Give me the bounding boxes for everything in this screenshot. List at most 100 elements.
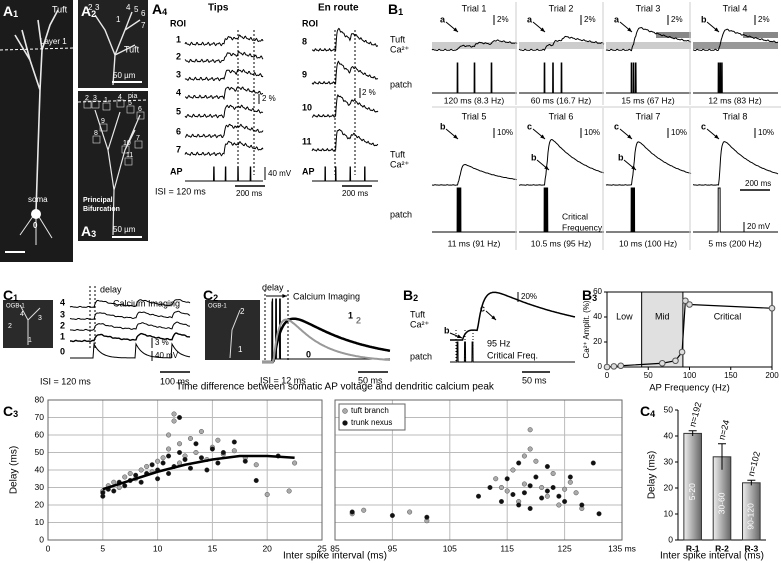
panel-label: C3 — [3, 403, 18, 420]
panel-subscript: 3 — [592, 293, 597, 303]
label: 3 — [93, 95, 97, 102]
data-point — [504, 476, 510, 482]
y-tick-label: 10 — [664, 508, 674, 518]
label: b — [440, 121, 446, 131]
baseline-band — [519, 42, 604, 49]
panel-letter: C — [3, 403, 13, 419]
y-tick-label: 80 — [35, 394, 45, 404]
baseline-band — [693, 42, 778, 49]
data-point — [556, 493, 562, 499]
label: delay — [100, 284, 122, 294]
trace — [450, 341, 575, 363]
x-tick-label: 10 — [153, 543, 163, 553]
label: 20% — [521, 292, 537, 301]
label: 6 — [141, 9, 146, 18]
trace — [70, 332, 191, 343]
panel-letter: A — [81, 3, 91, 19]
label: 2% — [584, 15, 596, 24]
data-point — [116, 485, 122, 491]
label: Trial 5 — [462, 111, 487, 121]
panel-label: C2 — [203, 287, 218, 304]
roi-box — [91, 100, 100, 109]
label: 5 ms (200 Hz) — [708, 238, 762, 248]
trace — [605, 141, 692, 186]
label: ROI — [170, 18, 186, 28]
panel-subscript: 3 — [13, 409, 18, 419]
arrow-head — [544, 165, 549, 170]
data-point — [498, 485, 504, 491]
label: Trial 7 — [636, 111, 661, 121]
trace — [432, 187, 517, 233]
label: Calcium Imaging — [113, 298, 180, 308]
data-point — [149, 462, 155, 468]
region-label: Low — [616, 311, 633, 321]
data-point — [527, 506, 533, 512]
label: 5 — [128, 100, 132, 107]
trace — [262, 318, 391, 363]
error-bar — [747, 479, 756, 486]
y-tick-label: 10 — [35, 517, 45, 527]
trace — [312, 166, 378, 182]
label: soma — [28, 195, 48, 204]
data-point — [242, 458, 248, 464]
label: 2 — [176, 51, 181, 61]
data-point — [596, 511, 602, 517]
data-point — [510, 467, 516, 473]
trace — [69, 321, 190, 331]
n-label: n=192 — [687, 401, 703, 428]
label: b — [701, 14, 707, 24]
label: 50 ms — [522, 375, 547, 385]
x-tick-label: 50 — [644, 371, 653, 380]
x-tick-label: 135 ms — [608, 543, 636, 553]
label: 50 µm — [113, 71, 136, 80]
data-point — [198, 429, 204, 435]
data-point — [672, 357, 679, 365]
data-point — [550, 485, 556, 491]
trace — [184, 50, 264, 64]
data-point — [160, 460, 166, 466]
data-point — [361, 507, 367, 513]
label: 60 ms (16.7 Hz) — [531, 95, 592, 105]
label: 11 — [302, 136, 312, 146]
data-point — [527, 483, 533, 489]
legend-marker — [342, 420, 348, 426]
arrow-head — [714, 27, 719, 32]
data-point — [544, 488, 550, 494]
arrow-head — [453, 134, 458, 139]
trace — [184, 140, 264, 157]
label: Calcium Imaging — [293, 291, 360, 301]
y-tick-label: 30 — [664, 456, 674, 466]
data-point — [122, 483, 128, 489]
y-tick-label: 40 — [35, 464, 45, 474]
trace — [519, 62, 604, 94]
soma — [31, 209, 41, 219]
roi-box — [99, 123, 108, 132]
data-point — [231, 448, 237, 454]
x-tick-label: 200 — [765, 371, 779, 380]
panel-label: A4 — [152, 1, 167, 18]
y-tick-label: 0 — [668, 534, 673, 544]
label: 20 mV — [747, 222, 771, 231]
trace — [184, 68, 264, 82]
label: 4 — [126, 3, 131, 12]
label: 6 — [176, 126, 181, 136]
data-point — [155, 476, 161, 482]
data-point — [166, 453, 172, 459]
trace — [185, 166, 263, 182]
label: 200 ms — [342, 189, 368, 198]
data-point — [182, 457, 188, 463]
label: Ca²⁺ — [410, 319, 430, 329]
y-tick-label: 20 — [35, 499, 45, 509]
roi-box — [126, 105, 135, 114]
trace — [69, 310, 191, 321]
label: 7 — [176, 144, 181, 154]
data-point — [682, 297, 689, 305]
label: Trial 3 — [636, 3, 661, 13]
label: 95 Hz — [487, 338, 511, 348]
data-point — [521, 453, 527, 459]
label: 2% — [497, 15, 509, 24]
label: 5 — [176, 106, 181, 116]
legend-label: tuft branch — [351, 406, 389, 415]
panel-subscript: 2 — [213, 293, 218, 303]
label: 9 — [302, 69, 307, 79]
